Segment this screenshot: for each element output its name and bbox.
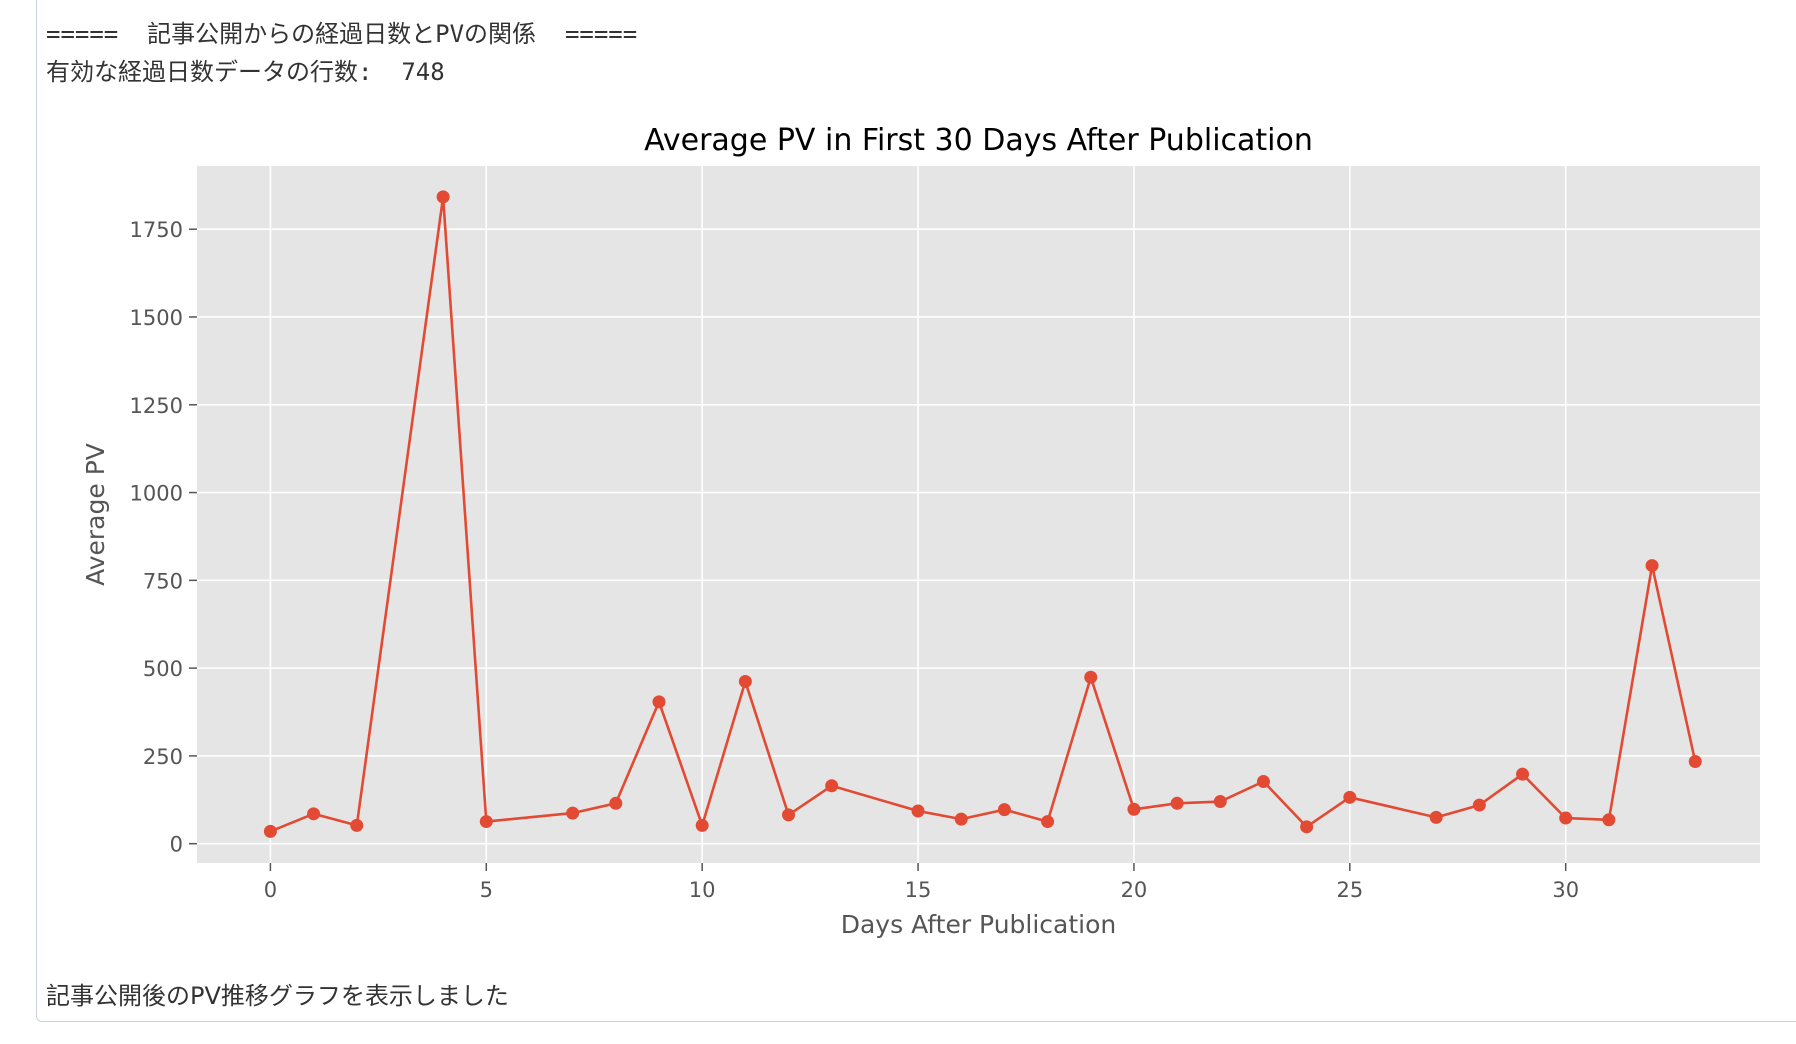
data-point	[436, 190, 450, 204]
data-point	[825, 779, 839, 793]
data-point	[609, 796, 623, 810]
data-point	[307, 807, 321, 821]
row-count-line: 有効な経過日数データの行数: 748	[46, 58, 445, 86]
data-point	[1602, 813, 1616, 827]
y-tick-label: 1750	[130, 218, 183, 242]
data-point	[1559, 811, 1573, 825]
data-point	[1127, 802, 1141, 816]
data-point	[652, 695, 666, 709]
data-point	[1516, 767, 1530, 781]
y-tick-label: 1000	[130, 482, 183, 506]
grid-lines	[197, 166, 1760, 863]
output-cell	[36, 0, 1796, 1022]
data-point	[738, 674, 752, 688]
data-point	[954, 812, 968, 826]
section-header: ===== 記事公開からの経過日数とPVの関係 =====	[46, 20, 638, 48]
data-point	[1429, 810, 1443, 824]
x-tick-label: 25	[1336, 878, 1363, 902]
y-tick-label: 1500	[130, 306, 183, 330]
data-point	[1170, 796, 1184, 810]
y-tick-label: 250	[143, 745, 183, 769]
data-point	[1343, 790, 1357, 804]
data-point	[566, 806, 580, 820]
plot-area	[197, 166, 1760, 863]
x-tick-label: 20	[1121, 878, 1148, 902]
line-chart: 0 5 10 15 20 25 30 0 250 500 750 1000 1250 1500 1750 A…	[81, 123, 1760, 939]
x-tick-label: 15	[905, 878, 932, 902]
axis-ticks: 0 5 10 15 20 25 30 0 250 500 750 1000 1250 1500 1750	[130, 218, 1580, 902]
data-point	[1213, 795, 1227, 809]
data-point	[350, 818, 364, 832]
x-tick-label: 5	[480, 878, 493, 902]
chart-title: Average PV in First 30 Days After Public…	[644, 123, 1313, 158]
series-group	[263, 190, 1702, 838]
data-point	[911, 804, 925, 818]
x-axis-label: Days After Publication	[841, 910, 1117, 939]
data-point	[1300, 820, 1314, 834]
data-point	[1084, 670, 1098, 684]
y-tick-label: 750	[143, 569, 183, 593]
y-tick-label: 500	[143, 657, 183, 681]
data-point	[695, 818, 709, 832]
data-point	[1256, 775, 1270, 789]
data-point	[1472, 798, 1486, 812]
data-point	[1645, 559, 1659, 573]
y-axis-label: Average PV	[81, 443, 110, 586]
data-point	[782, 808, 796, 822]
x-tick-label: 30	[1552, 878, 1579, 902]
x-tick-label: 10	[689, 878, 716, 902]
y-tick-label: 0	[170, 833, 183, 857]
data-point	[1688, 755, 1702, 769]
data-point	[1041, 815, 1055, 829]
status-message: 記事公開後のPV推移グラフを表示しました	[46, 982, 509, 1010]
data-point	[997, 803, 1011, 817]
x-tick-label: 0	[264, 878, 277, 902]
data-point	[479, 815, 493, 829]
y-tick-label: 1250	[130, 394, 183, 418]
series-line	[269, 195, 1697, 833]
data-point	[263, 824, 277, 838]
